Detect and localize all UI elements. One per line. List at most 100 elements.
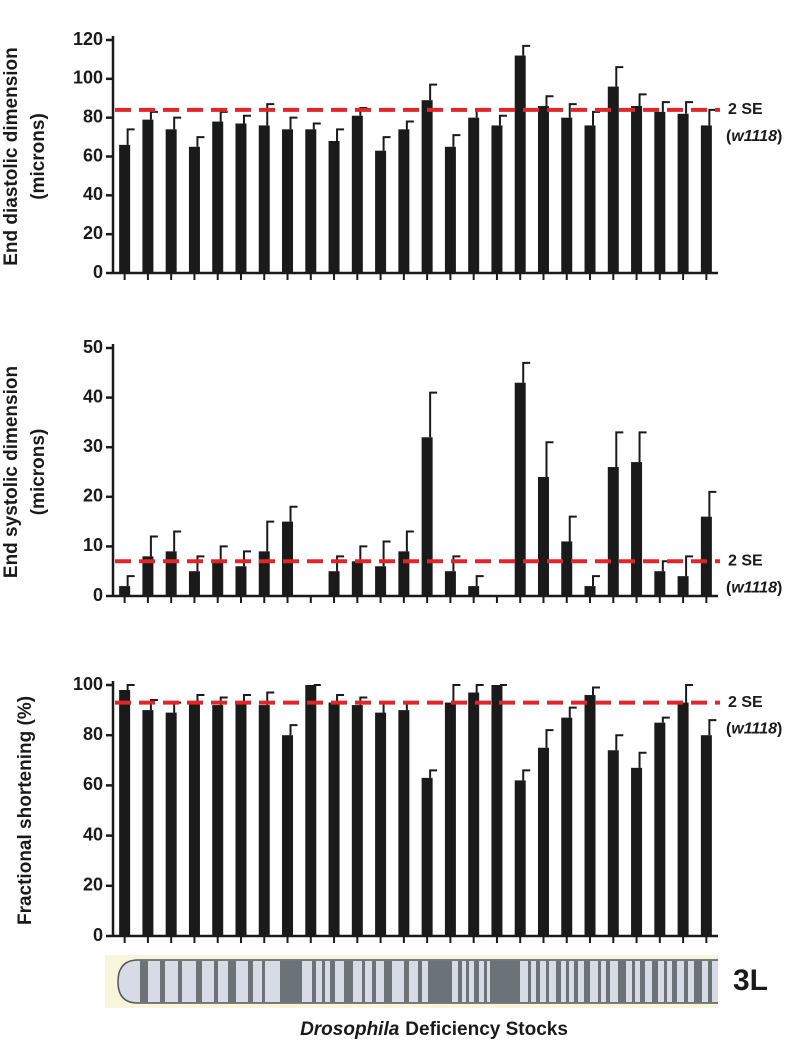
error-bar bbox=[685, 101, 694, 114]
error-bar bbox=[568, 706, 577, 718]
chromosome-band bbox=[362, 961, 365, 1002]
y-tick-label: 0 bbox=[93, 925, 103, 945]
error-bar bbox=[452, 555, 461, 572]
bar bbox=[188, 571, 200, 596]
error-bar bbox=[661, 716, 670, 723]
y-tick-label: 100 bbox=[73, 674, 103, 694]
reference-sublabel-part: w1118 bbox=[731, 128, 777, 145]
error-bar bbox=[242, 694, 251, 703]
error-bar bbox=[289, 724, 298, 736]
error-bar bbox=[568, 103, 577, 118]
chromosome-band bbox=[652, 961, 658, 1002]
y-axis-label: (microns) bbox=[28, 113, 49, 200]
bar bbox=[631, 106, 643, 274]
bar bbox=[654, 571, 666, 596]
error-bar bbox=[615, 431, 624, 468]
y-axis-label: End systolic dimension bbox=[1, 366, 22, 578]
y-tick-label: 20 bbox=[83, 486, 103, 506]
bar bbox=[468, 586, 480, 596]
bar bbox=[235, 566, 247, 596]
bar bbox=[514, 55, 526, 274]
reference-label: 2 SE bbox=[728, 552, 763, 569]
bar bbox=[514, 382, 526, 596]
chromosome-band bbox=[632, 961, 635, 1002]
y-axis-label: End diastolic dimension bbox=[1, 47, 22, 266]
error-bar bbox=[708, 719, 717, 736]
bar bbox=[328, 571, 340, 596]
bar bbox=[165, 551, 177, 596]
reference-sublabel-part: ) bbox=[777, 128, 782, 145]
chromosome-band bbox=[214, 961, 218, 1002]
error-bar bbox=[592, 575, 601, 587]
bar bbox=[700, 125, 712, 273]
chromosome-band bbox=[598, 961, 601, 1002]
y-tick-label: 0 bbox=[93, 585, 103, 605]
bar bbox=[398, 710, 410, 936]
error-bar bbox=[382, 136, 391, 151]
panel: 0 20 40 60 80 100 120 End diastolic dimension (m… bbox=[1, 29, 782, 282]
error-bar bbox=[196, 136, 205, 147]
reference-sublabel-part: ( bbox=[726, 579, 732, 596]
error-bar bbox=[149, 110, 158, 120]
y-tick-label: 80 bbox=[83, 724, 103, 744]
bar bbox=[119, 586, 131, 596]
bar bbox=[631, 462, 643, 596]
chromosome-band bbox=[606, 961, 610, 1002]
bar bbox=[468, 692, 480, 936]
error-bar bbox=[522, 361, 531, 383]
reference-sublabel-part: ( bbox=[726, 721, 732, 738]
reference-label: 2 SE bbox=[728, 101, 763, 118]
error-bar bbox=[359, 545, 368, 562]
bar bbox=[375, 712, 387, 936]
chromosome-band bbox=[546, 961, 549, 1002]
reference-label: 2 SE bbox=[728, 694, 763, 711]
error-bar bbox=[545, 95, 554, 107]
chromosome-band bbox=[262, 961, 265, 1002]
reference-sublabel: (w1118) bbox=[726, 579, 782, 596]
error-bar bbox=[219, 545, 228, 562]
error-bar bbox=[638, 431, 647, 463]
error-bar bbox=[242, 114, 251, 124]
bar bbox=[282, 735, 294, 936]
error-bar bbox=[266, 520, 275, 552]
error-bar bbox=[708, 490, 717, 517]
chromosome-bands bbox=[140, 961, 712, 1002]
chromosome-band bbox=[708, 961, 712, 1002]
error-bar bbox=[685, 684, 694, 703]
chromosome-band bbox=[140, 961, 148, 1002]
bar bbox=[235, 123, 247, 273]
bar bbox=[188, 146, 200, 273]
bar bbox=[212, 705, 224, 936]
bar bbox=[351, 705, 363, 936]
error-bar bbox=[452, 684, 461, 703]
error-bar bbox=[382, 540, 391, 567]
chromosome-band bbox=[566, 961, 569, 1002]
panel: 0 10 20 30 40 50 End systolic dimension (micron… bbox=[1, 337, 782, 605]
chromosome-band bbox=[458, 961, 462, 1002]
error-bar bbox=[149, 535, 158, 557]
error-bar bbox=[149, 699, 158, 711]
bar bbox=[351, 115, 363, 273]
error-bar bbox=[336, 694, 345, 703]
error-bar bbox=[405, 120, 414, 130]
error-bar bbox=[266, 103, 275, 126]
error-bar bbox=[661, 101, 670, 112]
chromosome-band bbox=[694, 961, 702, 1002]
error-bar bbox=[615, 66, 624, 87]
bar bbox=[654, 722, 666, 936]
x-axis-label-part: Drosophila bbox=[300, 1019, 400, 1040]
chromosome bbox=[105, 955, 718, 1008]
y-tick-label: 60 bbox=[83, 774, 103, 794]
error-bar bbox=[475, 684, 484, 693]
error-bar bbox=[196, 694, 205, 703]
bar bbox=[700, 516, 712, 596]
bar bbox=[607, 750, 619, 936]
y-tick-label: 80 bbox=[83, 106, 103, 126]
bar bbox=[119, 690, 131, 936]
bar bbox=[468, 117, 480, 274]
chromosome-band bbox=[312, 961, 316, 1002]
bar bbox=[561, 717, 573, 936]
error-bar bbox=[592, 686, 601, 696]
bar bbox=[584, 125, 596, 273]
bar bbox=[235, 702, 247, 936]
